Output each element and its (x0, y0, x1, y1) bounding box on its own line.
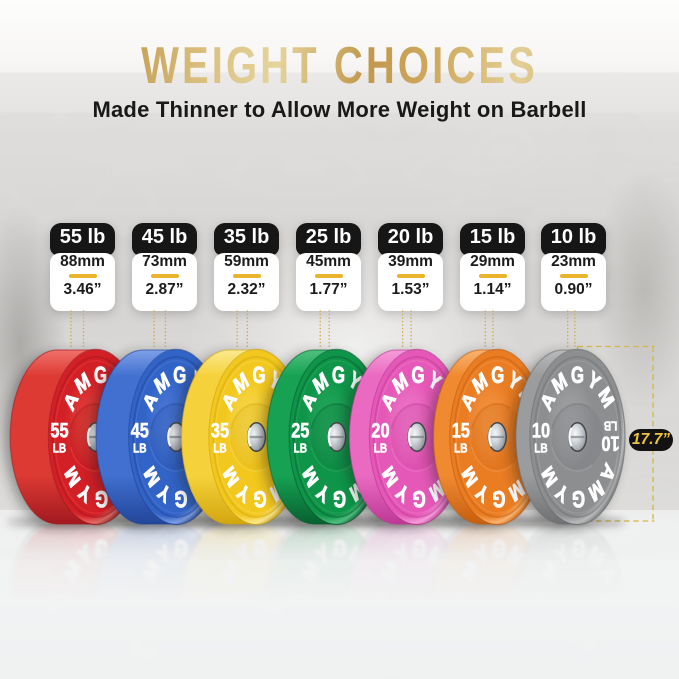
svg-text:20: 20 (371, 606, 389, 629)
svg-text:55: 55 (50, 606, 68, 629)
svg-text:10: 10 (601, 593, 619, 616)
svg-text:LB: LB (213, 441, 227, 455)
svg-text:LB: LB (454, 441, 468, 455)
svg-text:LB: LB (294, 592, 308, 606)
svg-text:LB: LB (534, 441, 548, 455)
svg-text:LB: LB (604, 418, 618, 432)
svg-text:LB: LB (213, 592, 227, 606)
svg-text:55: 55 (50, 419, 68, 442)
svg-text:LB: LB (374, 441, 388, 455)
svg-text:LB: LB (294, 441, 308, 455)
svg-text:LB: LB (534, 592, 548, 606)
svg-text:35: 35 (211, 606, 229, 629)
svg-text:LB: LB (604, 615, 618, 629)
svg-text:35: 35 (211, 419, 229, 442)
svg-text:25: 25 (291, 606, 309, 629)
svg-text:LB: LB (374, 592, 388, 606)
svg-text:20: 20 (371, 419, 389, 442)
svg-text:45: 45 (131, 606, 149, 629)
svg-text:10: 10 (532, 606, 550, 629)
svg-text:LB: LB (133, 592, 147, 606)
svg-text:LB: LB (454, 592, 468, 606)
svg-text:LB: LB (133, 441, 147, 455)
svg-text:10: 10 (601, 432, 619, 455)
svg-text:25: 25 (291, 419, 309, 442)
svg-text:15: 15 (452, 419, 470, 442)
svg-text:LB: LB (53, 441, 67, 455)
svg-text:45: 45 (131, 419, 149, 442)
svg-text:LB: LB (53, 592, 67, 606)
svg-text:10: 10 (532, 419, 550, 442)
svg-text:15: 15 (452, 606, 470, 629)
